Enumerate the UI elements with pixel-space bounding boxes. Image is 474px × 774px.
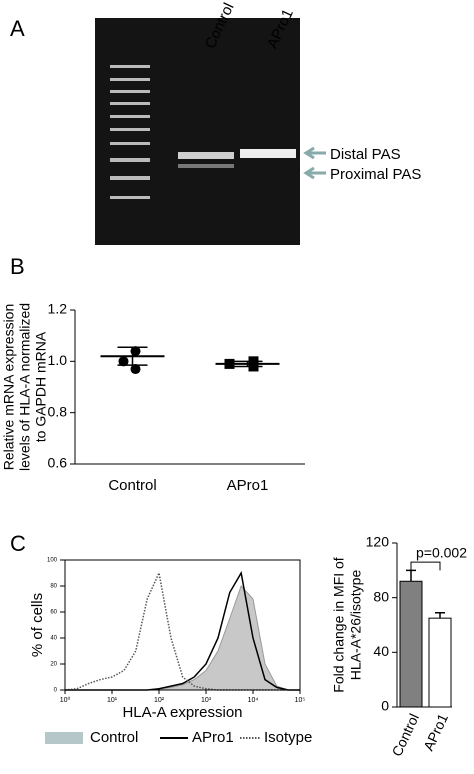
axes: [74, 310, 305, 465]
point: [130, 364, 141, 375]
gel-band: [240, 149, 296, 158]
y-axis-label: levels of HLA-A normalized: [17, 303, 33, 471]
x-tick-label: Control: [388, 711, 422, 759]
y-tick-label: 80: [373, 588, 389, 604]
error-bar: [435, 611, 445, 619]
x-tick-label: APro1: [420, 711, 451, 753]
bar: [428, 617, 452, 708]
x-tick-label: APro1: [227, 477, 269, 494]
bracket: [410, 561, 441, 571]
gel-band: [178, 164, 234, 168]
x-tick-label: Control: [108, 477, 156, 494]
x-tick-label: 10³: [201, 697, 212, 704]
error-bar: [117, 346, 148, 366]
gel-image: [95, 18, 300, 245]
y-tick-label: 0: [54, 688, 58, 694]
y-axis-label: Fold change in MFI of: [331, 557, 347, 693]
y-axis-label: to GAPDH mRNA: [33, 331, 49, 442]
histogram: [65, 585, 300, 691]
x-tick-label: 10⁵: [295, 697, 306, 704]
legend-label: Isotype: [264, 729, 312, 746]
x-tick-label: 10⁴: [248, 697, 259, 704]
y-tick-label: 0.6: [48, 455, 68, 471]
y-axis-label: HLA-A*26/isotype: [348, 570, 364, 681]
legend-label: APro1: [192, 729, 234, 746]
panel-label: B: [10, 254, 25, 279]
ladder: [110, 65, 150, 199]
band-label: Proximal PAS: [330, 166, 421, 183]
error-bar: [406, 569, 416, 582]
x-axis-label: HLA-A expression: [122, 704, 242, 721]
y-tick-label: 0: [381, 698, 389, 714]
panel-label: C: [10, 531, 26, 556]
y-tick-label: 0.8: [48, 403, 68, 419]
bar: [399, 580, 423, 708]
legend-label: Control: [90, 729, 138, 746]
legend-swatch: [45, 732, 83, 744]
arrow: [303, 146, 326, 160]
y-tick-label: 20: [50, 662, 57, 668]
y-tick-label: 1.2: [48, 301, 68, 317]
histogram: [64, 570, 300, 691]
x-tick-label: 10²: [154, 697, 165, 704]
y-tick-label: 40: [373, 643, 389, 659]
panel-label: A: [10, 16, 25, 41]
y-tick-label: 80: [50, 584, 57, 590]
x-tick-label: 10⁰: [60, 696, 71, 704]
y-tick-label: 100: [47, 558, 58, 564]
plot-frame: [64, 559, 301, 691]
y-tick-label: 40: [50, 636, 57, 642]
x-tick-label: 10¹: [107, 697, 118, 704]
arrow: [303, 166, 326, 180]
y-tick-label: 60: [50, 610, 57, 616]
y-tick-label: 120: [366, 534, 390, 550]
error-bar: [232, 360, 263, 368]
point: [118, 356, 129, 367]
band-label: Distal PAS: [330, 146, 401, 163]
y-axis-label: % of cells: [29, 593, 46, 657]
y-tick-label: 1.0: [48, 352, 68, 368]
gel-band: [178, 152, 234, 159]
y-axis-label: Relative mRNA expression: [1, 304, 17, 471]
annotation: p=0.002: [416, 545, 467, 561]
